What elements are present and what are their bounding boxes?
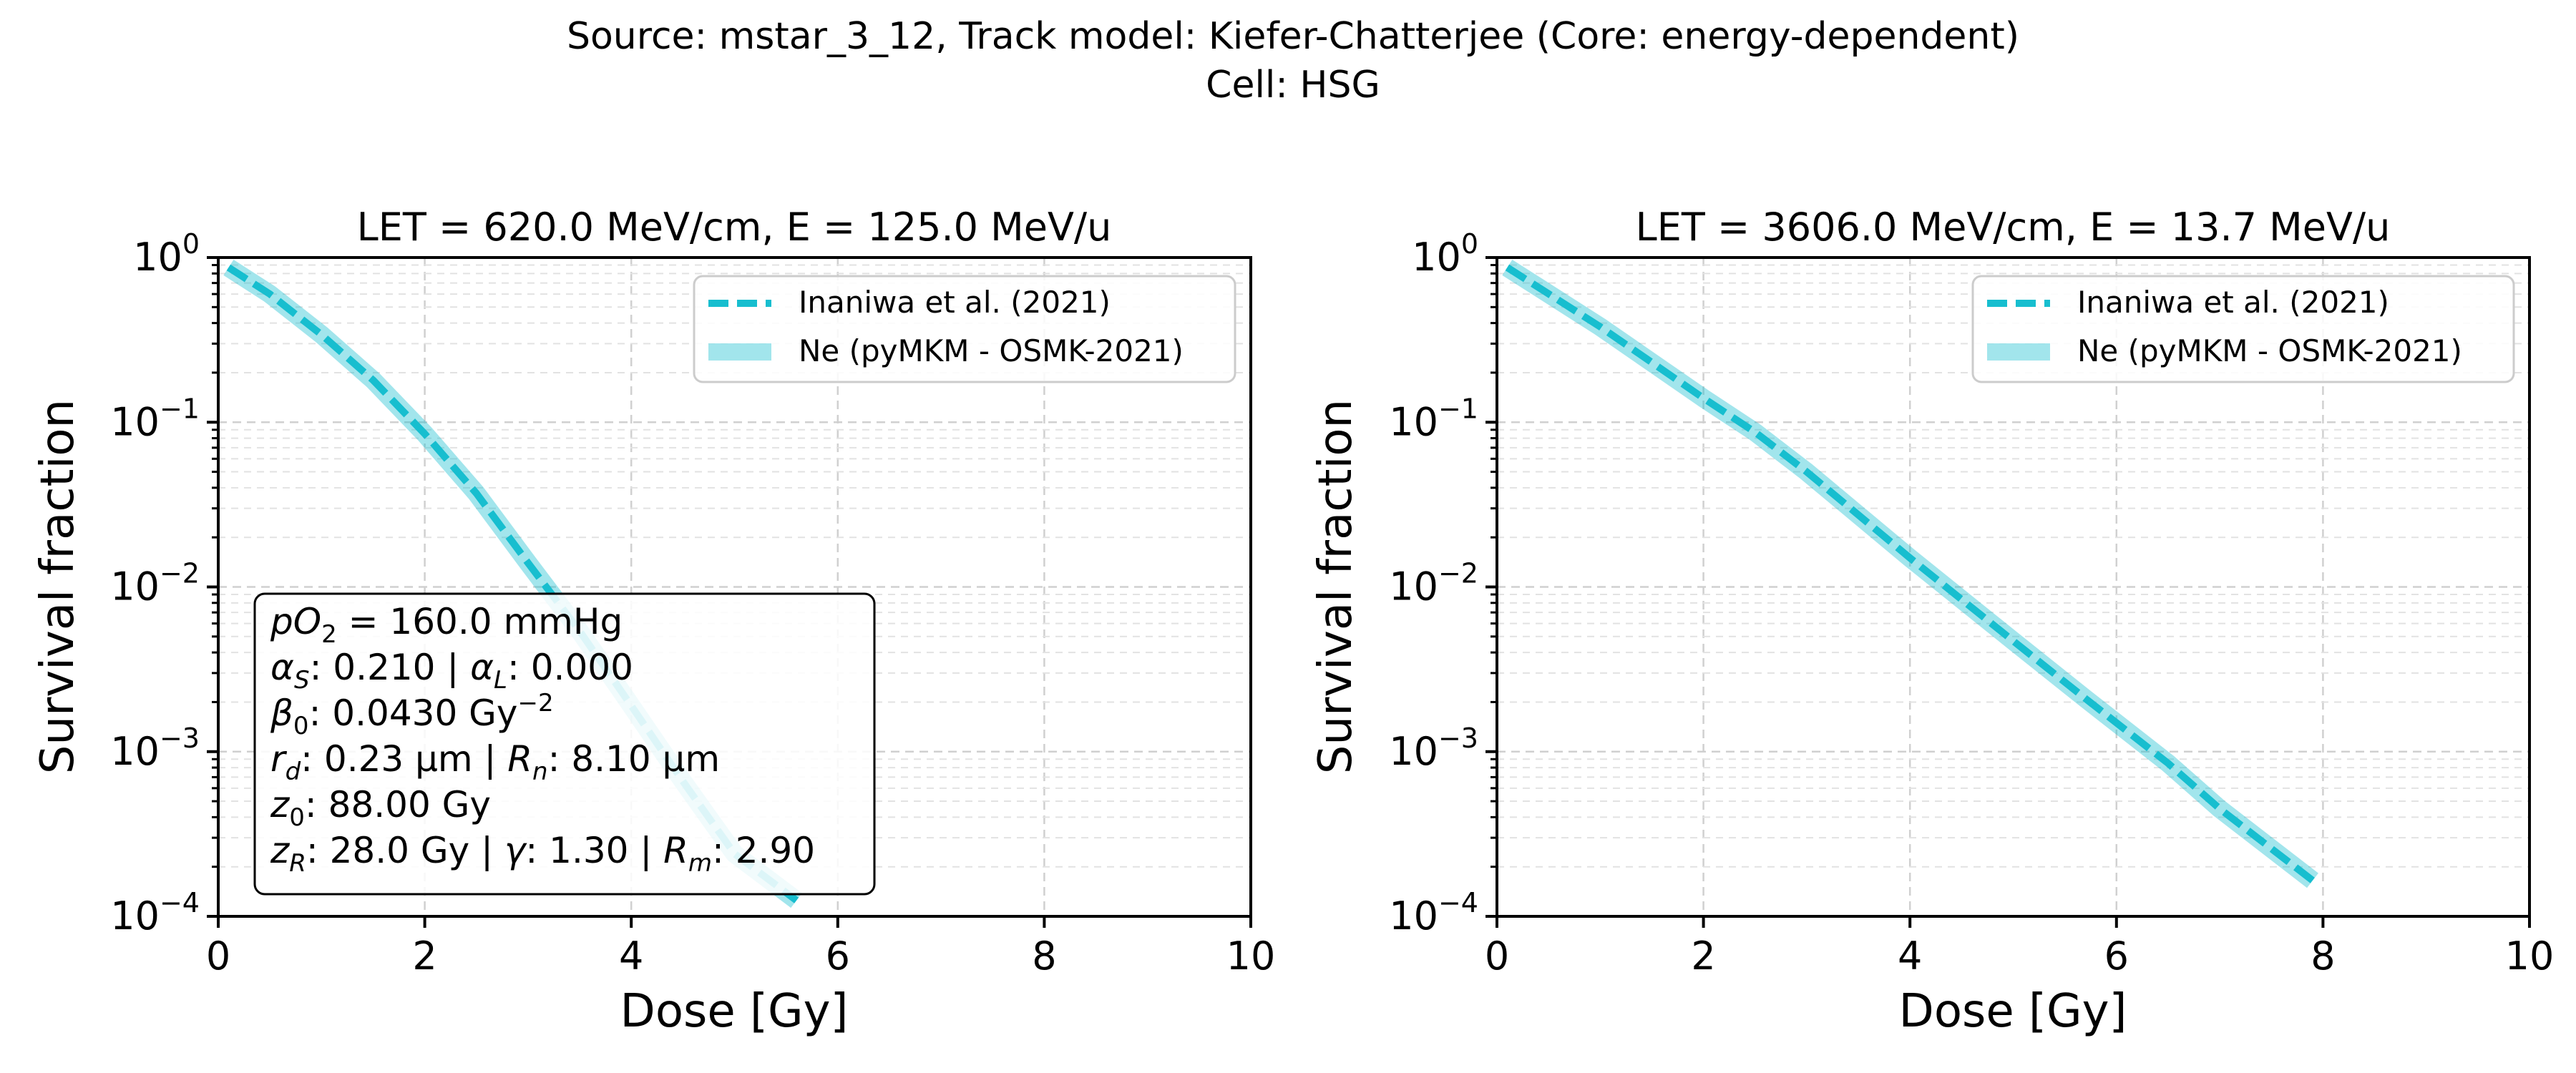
- left-y-tick-label: 10−3: [110, 722, 200, 774]
- right-y-tick-label: 10−3: [1389, 722, 1478, 774]
- right-x-tick-label: 0: [1485, 934, 1509, 979]
- right-x-tick-label: 6: [2104, 934, 2129, 979]
- suptitle-line-2: Cell: HSG: [1206, 64, 1380, 107]
- param-beta: β0: 0.0430 Gy−2: [270, 689, 554, 740]
- right-y-tick-label: 10−4: [1389, 887, 1478, 939]
- right-panel: 0 2 4 6 8 10 100 10−1 10−2 10−3 10−4 LET = 3606.0 …: [1309, 205, 2554, 1038]
- suptitle-line-1: Source: mstar_3_12, Track model: Kiefer-…: [567, 15, 2019, 58]
- right-y-tick-label: 10−2: [1389, 558, 1478, 609]
- right-x-tick-label: 10: [2505, 934, 2555, 979]
- left-x-tick-label: 10: [1226, 934, 1276, 979]
- right-legend-label-inaniwa: Inaniwa et al. (2021): [2077, 285, 2389, 320]
- left-legend-box: [693, 275, 1236, 383]
- left-x-axis-label: Dose [Gy]: [620, 985, 849, 1038]
- left-panel: 0 2 4 6 8 10 100 10−1 10−2 10−3 10−4 LET = 620.0 M…: [31, 205, 1275, 1038]
- right-chart-title: LET = 3606.0 MeV/cm, E = 13.7 MeV/u: [1636, 205, 2391, 250]
- param-po2: pO2 = 160.0 mmHg: [270, 601, 623, 649]
- left-y-axis-label: Survival fraction: [31, 399, 84, 774]
- left-legend-label-pymkm: Ne (pyMKM - OSMK-2021): [799, 333, 1184, 368]
- right-series-inaniwa-line: [1505, 264, 2316, 883]
- left-y-tick-label: 10−1: [110, 393, 200, 444]
- left-x-tick-label: 0: [206, 934, 230, 979]
- left-y-tick-label: 10−2: [110, 558, 200, 609]
- right-x-tick-label: 4: [1898, 934, 1922, 979]
- right-y-tick-label: 100: [1412, 228, 1478, 280]
- left-legend: Inaniwa et al. (2021) Ne (pyMKM - OSMK-2…: [693, 275, 1236, 383]
- parameter-box-frame: [253, 592, 876, 896]
- right-y-axis-label: Survival fraction: [1309, 399, 1362, 774]
- left-legend-label-inaniwa: Inaniwa et al. (2021): [799, 285, 1111, 320]
- param-radii: rd: 0.23 μm | Rn: 8.10 μm: [270, 738, 720, 786]
- param-z0: z0: 88.00 Gy: [270, 784, 491, 832]
- right-legend: Inaniwa et al. (2021) Ne (pyMKM - OSMK-2…: [1971, 275, 2515, 383]
- right-axis-ticks: 0 2 4 6 8 10 100 10−1 10−2 10−3 10−4: [1389, 228, 2554, 979]
- left-y-tick-label: 100: [133, 228, 200, 280]
- left-axis-ticks: 0 2 4 6 8 10 100 10−1 10−2 10−3 10−4: [110, 228, 1275, 979]
- left-x-tick-label: 8: [1032, 934, 1056, 979]
- left-x-tick-label: 2: [412, 934, 436, 979]
- right-y-tick-label: 10−1: [1389, 393, 1478, 444]
- param-zr-gamma-rm: zR: 28.0 Gy | γ: 1.30 | Rm: 2.90: [270, 830, 815, 878]
- right-legend-box: [1971, 275, 2515, 383]
- left-chart-title: LET = 620.0 MeV/cm, E = 125.0 MeV/u: [357, 205, 1112, 250]
- left-x-tick-label: 4: [619, 934, 643, 979]
- left-x-tick-label: 6: [826, 934, 850, 979]
- right-x-tick-label: 8: [2311, 934, 2335, 979]
- right-x-axis-label: Dose [Gy]: [1899, 985, 2127, 1038]
- param-alpha: αS: 0.210 | αL: 0.000: [270, 647, 633, 695]
- parameter-box: pO2 = 160.0 mmHg αS: 0.210 | αL: 0.000 β…: [253, 592, 876, 896]
- right-x-tick-label: 2: [1691, 934, 1715, 979]
- left-y-tick-label: 10−4: [110, 887, 200, 939]
- right-series: [1502, 259, 2318, 888]
- right-legend-label-pymkm: Ne (pyMKM - OSMK-2021): [2077, 333, 2462, 368]
